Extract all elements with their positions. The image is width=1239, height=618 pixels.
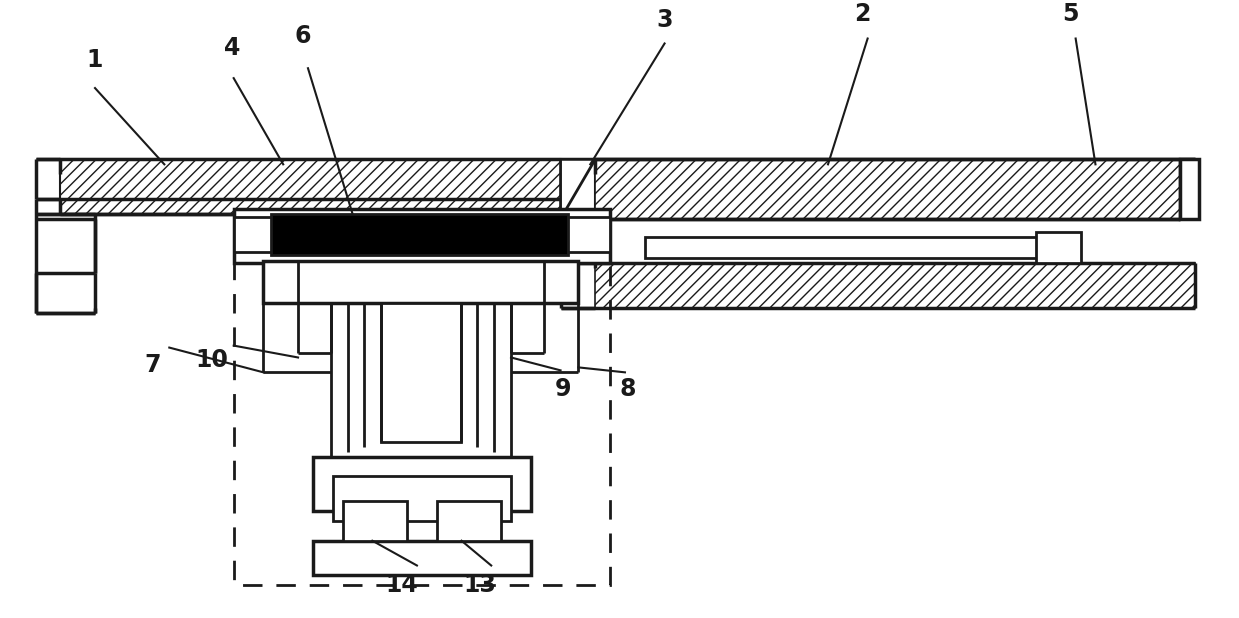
Bar [569, 217, 610, 253]
Bar [313, 457, 530, 511]
Text: 13: 13 [463, 574, 496, 598]
Bar [644, 237, 1041, 258]
Text: 14: 14 [385, 574, 419, 598]
Bar [313, 541, 530, 575]
Bar [333, 476, 510, 521]
Bar [382, 303, 461, 442]
Polygon shape [1180, 159, 1199, 219]
Text: 5: 5 [1063, 2, 1079, 26]
Text: 1: 1 [87, 48, 103, 72]
Text: 9: 9 [554, 377, 571, 401]
Text: 6: 6 [295, 23, 311, 48]
Bar [436, 501, 501, 541]
Bar [1036, 232, 1080, 263]
Bar [61, 159, 560, 214]
Text: 3: 3 [657, 7, 673, 32]
Bar [234, 209, 610, 263]
Text: 8: 8 [620, 377, 636, 401]
Bar [234, 217, 271, 253]
Bar [595, 159, 1180, 219]
Bar [595, 159, 1180, 219]
Text: 7: 7 [144, 353, 161, 378]
Bar [343, 501, 408, 541]
Text: 10: 10 [196, 349, 228, 373]
Bar [595, 263, 1194, 308]
Text: 4: 4 [223, 36, 240, 61]
Text: 2: 2 [855, 2, 871, 26]
Bar [271, 214, 569, 255]
Polygon shape [560, 159, 595, 219]
Bar [264, 261, 579, 303]
Bar [234, 209, 610, 585]
